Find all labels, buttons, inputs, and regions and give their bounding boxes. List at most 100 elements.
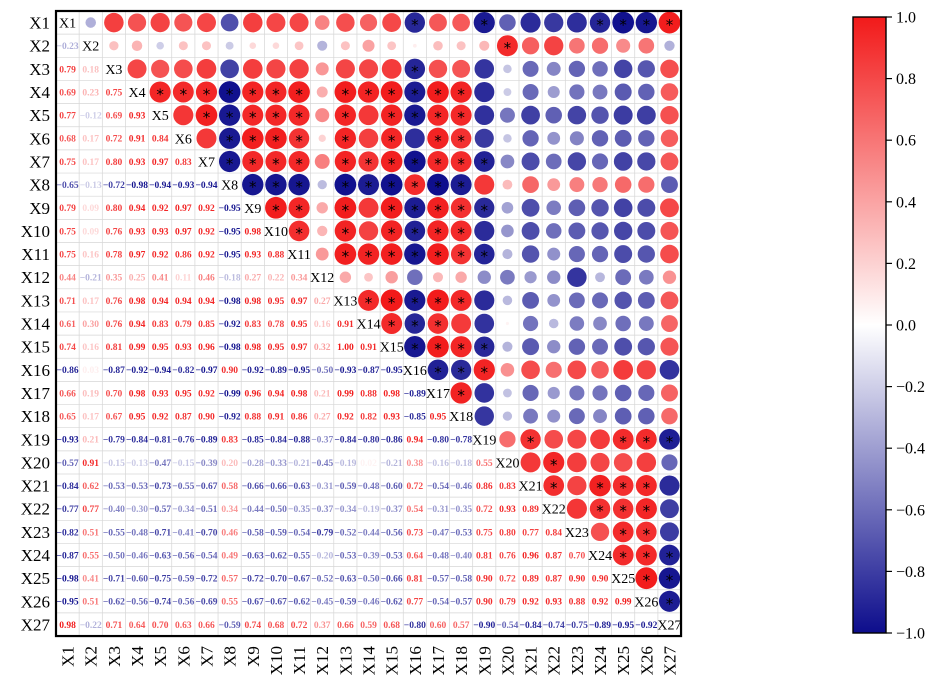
coef-label: 0.44 bbox=[59, 274, 76, 284]
coef-label: −0.37 bbox=[311, 505, 333, 515]
coef-label: −0.89 bbox=[265, 366, 287, 376]
coef-circle bbox=[502, 179, 513, 190]
coef-circle bbox=[178, 41, 188, 51]
significance-star: * bbox=[596, 16, 604, 34]
coef-label: 0.69 bbox=[106, 112, 123, 122]
coef-label: 0.88 bbox=[244, 413, 261, 423]
coef-label: 0.81 bbox=[476, 551, 493, 561]
x-tick-label: X13 bbox=[336, 646, 355, 675]
significance-star: * bbox=[342, 178, 350, 196]
coef-label: 0.76 bbox=[106, 227, 123, 237]
coef-label: 0.88 bbox=[569, 598, 586, 608]
coef-circle bbox=[249, 42, 257, 50]
coef-circle bbox=[429, 13, 447, 32]
coef-circle bbox=[591, 37, 609, 54]
x-tick-label: X21 bbox=[522, 646, 541, 675]
coef-circle bbox=[593, 316, 607, 331]
coef-circle bbox=[339, 271, 352, 283]
coef-label: −0.13 bbox=[80, 181, 102, 191]
coef-circle bbox=[613, 59, 633, 79]
coef-label: −0.34 bbox=[172, 505, 194, 515]
coef-label: 0.75 bbox=[476, 528, 493, 538]
coef-circle bbox=[545, 223, 562, 239]
coef-circle bbox=[521, 152, 540, 171]
coef-label: −0.98 bbox=[126, 181, 148, 191]
coef-circle bbox=[612, 521, 634, 543]
coef-label: 0.96 bbox=[198, 343, 215, 353]
significance-star: * bbox=[643, 479, 651, 497]
coef-label: −0.18 bbox=[219, 274, 241, 284]
coef-label: 0.80 bbox=[499, 528, 516, 538]
coef-label: 0.75 bbox=[106, 88, 123, 98]
diagonal-label: X18 bbox=[449, 410, 473, 425]
coef-label: 0.75 bbox=[59, 227, 76, 237]
coef-label: 0.83 bbox=[152, 320, 169, 330]
coef-label: 0.93 bbox=[545, 598, 562, 608]
coef-label: −0.79 bbox=[103, 436, 125, 446]
coef-label: −0.40 bbox=[103, 505, 125, 515]
coef-label: −0.21 bbox=[288, 459, 310, 469]
coef-circle bbox=[638, 269, 654, 285]
coef-label: 0.93 bbox=[175, 343, 192, 353]
coef-circle bbox=[637, 60, 655, 78]
coef-circle bbox=[613, 453, 633, 472]
coef-label: 0.71 bbox=[106, 621, 123, 631]
coef-label: −0.39 bbox=[195, 459, 217, 469]
coef-circle bbox=[566, 12, 587, 33]
coef-label: 0.91 bbox=[129, 135, 146, 145]
significance-star: * bbox=[365, 248, 373, 266]
coef-circle bbox=[637, 245, 655, 263]
coef-circle bbox=[195, 104, 218, 126]
coef-label: 0.72 bbox=[499, 575, 516, 585]
significance-star: * bbox=[388, 248, 396, 266]
coef-label: 0.55 bbox=[82, 551, 99, 561]
coef-circle bbox=[658, 567, 681, 589]
coef-label: 0.77 bbox=[522, 528, 539, 538]
coef-label: 0.27 bbox=[314, 413, 331, 423]
coef-label: 1.00 bbox=[337, 343, 354, 353]
coef-circle bbox=[614, 291, 632, 310]
coef-circle bbox=[362, 39, 375, 52]
coef-circle bbox=[503, 88, 512, 96]
coef-circle bbox=[288, 104, 310, 126]
coef-label: 0.75 bbox=[59, 250, 76, 260]
coef-circle bbox=[502, 295, 513, 306]
coef-label: 0.94 bbox=[129, 320, 146, 330]
coef-circle bbox=[109, 41, 119, 51]
diagonal-label: X1 bbox=[59, 17, 76, 32]
coef-label: −0.48 bbox=[126, 528, 148, 538]
coef-circle bbox=[452, 13, 470, 32]
coef-label: 0.91 bbox=[360, 343, 377, 353]
coef-circle bbox=[638, 130, 655, 147]
coef-label: 0.92 bbox=[337, 413, 354, 423]
coef-circle bbox=[380, 173, 403, 196]
coef-label: 0.70 bbox=[106, 389, 123, 399]
coef-label: −0.50 bbox=[103, 551, 125, 561]
diagonal-label: X12 bbox=[310, 271, 334, 286]
coef-circle bbox=[380, 81, 403, 103]
coef-circle bbox=[613, 152, 633, 171]
coef-label: 0.94 bbox=[175, 297, 192, 307]
colorbar-tick-label: 0.4 bbox=[896, 194, 916, 211]
coef-circle bbox=[568, 199, 586, 217]
coef-label: 0.93 bbox=[499, 505, 516, 515]
coef-circle bbox=[567, 267, 587, 287]
coef-label: −0.92 bbox=[126, 366, 148, 376]
coef-circle bbox=[568, 338, 586, 355]
coef-circle bbox=[547, 131, 561, 145]
coef-circle bbox=[242, 81, 264, 103]
coef-label: −0.31 bbox=[427, 505, 449, 515]
coef-label: −0.70 bbox=[195, 528, 217, 538]
y-tick-label: X20 bbox=[21, 453, 50, 472]
coef-label: −0.72 bbox=[103, 181, 125, 191]
coef-label: 0.96 bbox=[244, 389, 261, 399]
coef-circle bbox=[404, 81, 426, 103]
coef-circle bbox=[404, 104, 426, 126]
coef-label: 0.98 bbox=[244, 297, 261, 307]
coef-circle bbox=[288, 128, 310, 149]
y-tick-label: X27 bbox=[21, 615, 51, 634]
coef-circle bbox=[612, 11, 635, 34]
coef-label: 0.80 bbox=[106, 204, 123, 214]
significance-star: * bbox=[457, 132, 465, 150]
coef-label: 0.93 bbox=[152, 227, 169, 237]
